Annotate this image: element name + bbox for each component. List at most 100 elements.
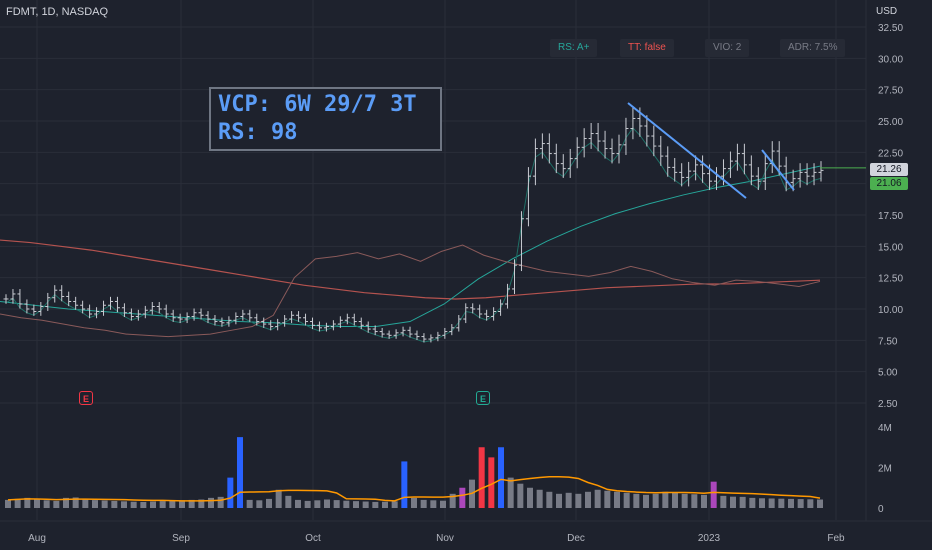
price-bar (693, 155, 699, 181)
price-bar (156, 302, 162, 314)
volume-bar (546, 491, 553, 508)
price-tick-label: 7.50 (878, 336, 898, 347)
volume-bar (488, 457, 495, 508)
trendline-down (761, 149, 795, 191)
price-bar (734, 143, 740, 171)
price-bar (658, 135, 664, 166)
volume-bar (362, 501, 369, 508)
price-tick-label: 30.00 (878, 54, 903, 65)
time-tick-label: Feb (827, 533, 845, 544)
time-axis: Aug Sep Oct Nov Dec 2023 Feb (28, 533, 845, 544)
volume-bar (565, 492, 572, 508)
earnings-icon[interactable]: E (476, 391, 490, 405)
rs-line-path (0, 244, 821, 338)
price-bar (233, 312, 239, 325)
volume-bar (372, 501, 379, 508)
volume-bar (353, 501, 359, 508)
price-bar (128, 308, 134, 321)
price-bar (518, 211, 524, 272)
price-bar (623, 117, 629, 155)
price-bar (449, 324, 455, 336)
price-tick-label: 10.00 (878, 305, 903, 316)
vcp-annotation[interactable]: VCP: 6W 29/7 3T RS: 98 (209, 87, 442, 151)
price-bar (581, 128, 587, 158)
price-bar (24, 299, 30, 314)
symbol-title[interactable]: FDMT, 1D, NASDAQ (6, 6, 109, 18)
volume-bar (101, 500, 108, 508)
price-bar (337, 316, 343, 328)
price-bar (303, 313, 309, 326)
price-grid (0, 0, 932, 522)
price-tick-label: 32.50 (878, 23, 903, 34)
price-bar (316, 321, 322, 332)
price-bar (205, 311, 211, 324)
price-bar (686, 161, 692, 187)
price-bar (198, 308, 204, 320)
volume-bar (430, 500, 437, 508)
volume-bar (527, 487, 533, 508)
price-bar (595, 123, 601, 152)
price-bar (525, 167, 531, 227)
volume-bar (324, 499, 330, 508)
price-bar (80, 300, 86, 314)
price-bar (121, 303, 127, 318)
price-bar (107, 296, 113, 310)
volume-bar (449, 493, 456, 508)
volume-bar (536, 489, 543, 508)
earnings-icon[interactable]: E (79, 391, 93, 405)
price-bar (372, 325, 378, 336)
price-bar (567, 148, 573, 178)
price-bar (665, 146, 671, 177)
price-bar (477, 304, 483, 319)
price-bar (268, 320, 274, 331)
volume-bar (759, 498, 765, 508)
price-bar (365, 321, 371, 333)
volume-bar (749, 497, 756, 508)
volume-bar (5, 499, 11, 508)
volume-bar (507, 477, 514, 508)
trendlines[interactable] (627, 102, 866, 199)
volume-bar (623, 492, 630, 508)
price-bars (3, 107, 824, 343)
volume-bar (710, 481, 717, 508)
price-bar (31, 304, 37, 316)
volume-bar (459, 487, 466, 508)
currency-label: USD (876, 6, 898, 17)
price-bar (609, 138, 615, 164)
volume-bar (807, 499, 814, 508)
volume-tick-label: 0 (878, 504, 884, 515)
price-bar (463, 303, 469, 324)
time-tick-label: Nov (436, 533, 454, 544)
price-bar (560, 154, 566, 178)
volume-bar (382, 501, 388, 508)
volume-bar (788, 498, 794, 508)
volume-bar (53, 500, 60, 508)
price-bar (289, 311, 295, 324)
price-bar (184, 312, 190, 324)
price-bar (484, 309, 490, 321)
price-bar (400, 326, 406, 337)
volume-bar (43, 500, 50, 508)
volume-bar (159, 501, 166, 508)
rs-score-line: RS: 98 (218, 120, 298, 145)
price-tick-label: 17.50 (878, 211, 903, 222)
volume-bar (730, 496, 736, 508)
price-axis: 32.5030.0027.5025.0022.5020.0017.5015.00… (878, 23, 903, 410)
time-tick-label: Sep (172, 533, 190, 544)
price-bar (470, 303, 476, 314)
volume-bar (643, 494, 649, 508)
volume-bar (575, 493, 582, 508)
price-bar (379, 327, 385, 338)
price-tick-label: 27.50 (878, 86, 903, 97)
price-bar (163, 304, 169, 319)
price-bar (546, 133, 552, 164)
tt-badge: TT: false (620, 39, 674, 57)
price-bar (38, 302, 44, 316)
time-tick-label: Dec (567, 533, 585, 544)
volume-average-line (7, 475, 821, 502)
price-bar (45, 292, 51, 311)
price-bar (539, 133, 545, 159)
adr-badge: ADR: 7.5% (780, 39, 846, 57)
price-bar (407, 326, 413, 338)
